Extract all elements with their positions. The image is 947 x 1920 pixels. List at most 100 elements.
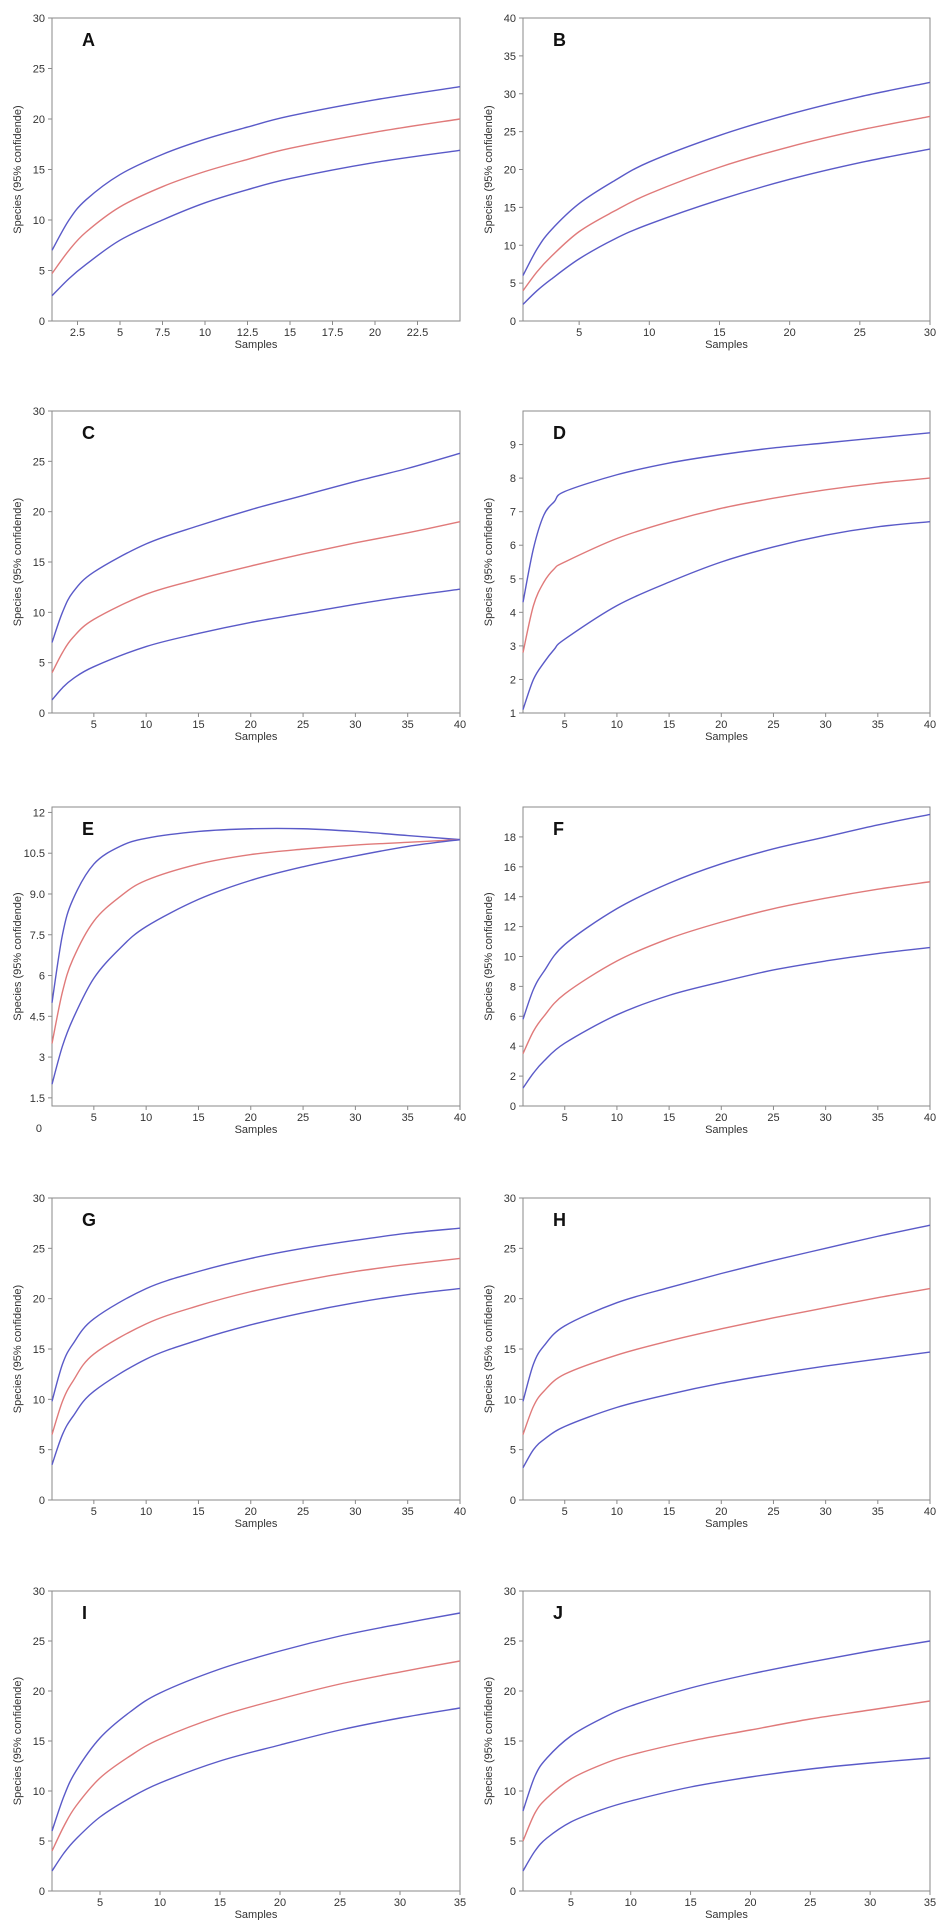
y-tick-label: 6 [39,971,45,983]
y-tick-label: 0 [39,708,45,720]
y-tick-label: 8 [510,473,516,485]
x-tick-label: 20 [715,1506,727,1518]
x-tick-label: 30 [349,1506,361,1518]
y-tick-label: 0 [510,1101,516,1113]
x-tick-label: 30 [820,719,832,731]
x-tick-label: 10 [611,1112,623,1124]
y-tick-label: 9.0 [30,889,45,901]
series-line-mean [522,1287,931,1435]
x-axis-label: Samples [235,731,278,743]
x-tick-label: 40 [924,1506,936,1518]
panel-label: A [82,30,95,50]
extra-axis-label: 0 [36,1123,42,1135]
y-tick-label: 10.5 [24,848,45,860]
y-tick-label: 20 [33,114,45,126]
series-line-mean [51,1257,461,1435]
x-tick-label: 15 [684,1897,696,1909]
y-tick-label: 5 [39,1445,45,1457]
y-tick-label: 20 [33,1686,45,1698]
series-line-mean [51,1660,461,1852]
x-tick-label: 30 [820,1506,832,1518]
panel-label: G [82,1210,96,1230]
y-tick-label: 5 [510,1836,516,1848]
y-tick-label: 6 [510,540,516,552]
x-tick-label: 15 [192,719,204,731]
plot-frame-f [522,806,931,1107]
series-line-lower-ci [522,946,931,1089]
chart-panel-e: 1.5 3 4.5 6 7.5 9.0 10.5 12 5 10 15 20 25 30 35 40 0 Samp… [12,806,466,1136]
x-tick-label: 25 [334,1897,346,1909]
series-line-mean [51,838,461,1044]
y-tick-label: 30 [504,89,516,101]
x-tick-label: 25 [767,1506,779,1518]
y-tick-label: 10 [33,1786,45,1798]
x-tick-label: 35 [402,1506,414,1518]
x-tick-label: 10 [140,719,152,731]
x-tick-label: 25 [804,1897,816,1909]
x-tick-label: 25 [854,327,866,339]
y-axis-label: Species (95% confidende) [483,892,495,1020]
x-tick-label: 20 [245,1112,257,1124]
x-tick-label: 12.5 [237,327,258,339]
y-tick-label: 20 [504,165,516,177]
series-line-upper-ci [522,1640,931,1812]
y-axis-label: Species (95% confidende) [12,498,24,626]
x-tick-label: 40 [454,1112,466,1124]
x-tick-label: 25 [297,719,309,731]
y-tick-label: 15 [504,1736,516,1748]
series-line-lower-ci [522,148,931,305]
x-axis-label: Samples [705,1909,748,1920]
x-tick-label: 5 [91,1506,97,1518]
x-tick-label: 15 [214,1897,226,1909]
series-line-upper-ci [51,1227,461,1402]
y-tick-label: 25 [33,1636,45,1648]
y-tick-label: 15 [33,1344,45,1356]
y-tick-label: 0 [510,316,516,328]
x-tick-label: 20 [245,1506,257,1518]
plot-frame-g [51,1197,461,1501]
y-tick-label: 10 [504,1394,516,1406]
x-tick-label: 5 [568,1897,574,1909]
y-tick-label: 2 [510,1071,516,1083]
y-tick-label: 10 [504,952,516,964]
series-line-mean [522,881,931,1054]
panel-label: J [553,1603,563,1623]
panel-label: I [82,1603,87,1623]
x-tick-label: 5 [91,1112,97,1124]
x-tick-label: 20 [369,327,381,339]
y-tick-label: 25 [504,127,516,139]
x-tick-label: 20 [744,1897,756,1909]
series-line-lower-ci [51,588,461,701]
y-tick-label: 18 [504,832,516,844]
y-tick-label: 20 [33,1294,45,1306]
x-tick-label: 15 [663,719,675,731]
panel-label: F [553,819,564,839]
y-tick-label: 20 [504,1294,516,1306]
x-tick-label: 15 [284,327,296,339]
series-line-upper-ci [522,432,931,603]
series-line-mean [51,118,461,274]
y-tick-label: 4.5 [30,1011,45,1023]
x-tick-label: 20 [274,1897,286,1909]
y-axis-label: Species (95% confidende) [12,1677,24,1805]
y-tick-label: 4 [510,607,516,619]
x-tick-label: 30 [864,1897,876,1909]
series-line-lower-ci [51,1707,461,1872]
series-line-upper-ci [51,1612,461,1832]
y-tick-label: 35 [504,51,516,63]
y-tick-label: 4 [510,1041,516,1053]
x-tick-label: 35 [402,1112,414,1124]
plot-frame-b [522,17,931,322]
y-tick-label: 3 [39,1052,45,1064]
panel-label: B [553,30,566,50]
panel-label: C [82,423,95,443]
x-tick-label: 20 [784,327,796,339]
series-line-lower-ci [51,838,461,1085]
x-tick-label: 7.5 [155,327,170,339]
x-tick-label: 10 [154,1897,166,1909]
x-tick-label: 20 [715,719,727,731]
x-axis-label: Samples [705,731,748,743]
series-line-upper-ci [522,81,931,276]
y-tick-label: 15 [33,165,45,177]
y-tick-label: 30 [33,13,45,25]
